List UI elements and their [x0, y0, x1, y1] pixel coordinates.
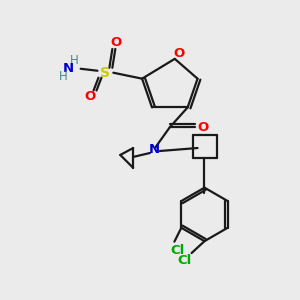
Text: H: H: [70, 54, 79, 67]
Text: Cl: Cl: [178, 254, 192, 268]
Text: O: O: [197, 121, 208, 134]
Text: O: O: [111, 37, 122, 50]
Text: O: O: [84, 90, 95, 103]
Text: N: N: [63, 62, 74, 75]
Text: N: N: [148, 142, 160, 155]
Text: S: S: [100, 66, 110, 80]
Text: Cl: Cl: [170, 244, 184, 257]
Text: H: H: [58, 70, 67, 83]
Text: O: O: [173, 47, 184, 60]
